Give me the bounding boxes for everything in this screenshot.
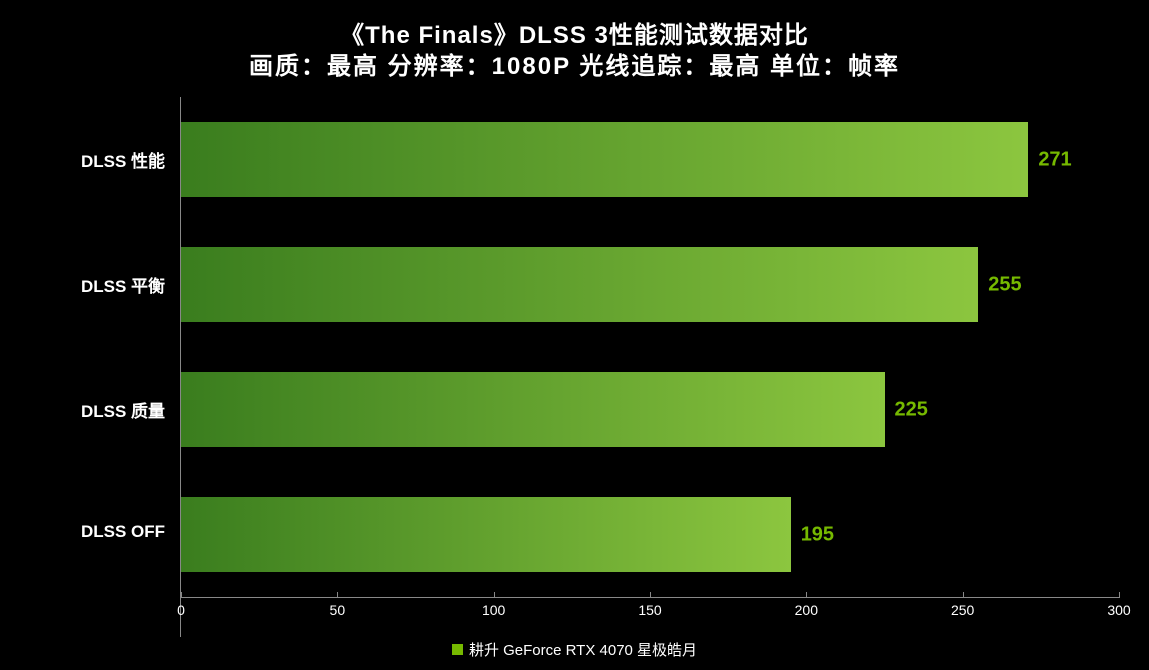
bars-inner: 271 255 225 195 [181,97,1119,597]
x-axis: 050100150200250300 [181,597,1119,637]
x-tick-label: 100 [482,602,505,618]
x-tick-label: 200 [795,602,818,618]
bars-area: 271255225195 050100150200250300 [180,97,1119,637]
bar: 225 [181,372,885,447]
x-tick [494,592,495,598]
bar-track: 271 [181,122,1119,197]
x-tick [337,592,338,598]
bar: 255 [181,247,978,322]
x-tick [650,592,651,598]
y-axis-labels: DLSS 性能 DLSS 平衡 DLSS 质量 DLSS OFF [30,97,180,637]
title-line-2: 画质：最高 分辨率：1080P 光线追踪：最高 单位：帧率 [30,51,1119,82]
x-tick-label: 250 [951,602,974,618]
bar-value-label: 195 [801,523,834,546]
x-tick [181,592,182,598]
chart-title: 《The Finals》DLSS 3性能测试数据对比 画质：最高 分辨率：108… [30,20,1119,82]
y-axis-label: DLSS OFF [30,522,180,542]
y-axis-label: DLSS 性能 [30,147,180,172]
x-tick [963,592,964,598]
x-tick-label: 150 [638,602,661,618]
bar-value-label: 225 [895,398,928,421]
title-line-1: 《The Finals》DLSS 3性能测试数据对比 [30,20,1119,51]
legend-swatch [452,644,463,655]
x-tick [1119,592,1120,598]
x-tick-label: 50 [330,602,346,618]
bar: 271 [181,122,1028,197]
chart-container: 《The Finals》DLSS 3性能测试数据对比 画质：最高 分辨率：108… [0,0,1149,670]
y-axis-label: DLSS 平衡 [30,272,180,297]
x-tick [806,592,807,598]
legend: 耕升 GeForce RTX 4070 星极皓月 [30,637,1119,660]
bar-track: 195 [181,497,1119,572]
x-tick-label: 300 [1107,602,1130,618]
y-axis-label: DLSS 质量 [30,397,180,422]
x-tick-label: 0 [177,602,185,618]
legend-label: 耕升 GeForce RTX 4070 星极皓月 [469,639,697,660]
bar-value-label: 255 [988,273,1021,296]
plot-area: DLSS 性能 DLSS 平衡 DLSS 质量 DLSS OFF 271 255 225 1… [30,97,1119,637]
bar-track: 225 [181,372,1119,447]
bar-track: 255 [181,247,1119,322]
bar: 195 [181,497,791,572]
bar-value-label: 271 [1038,148,1071,171]
